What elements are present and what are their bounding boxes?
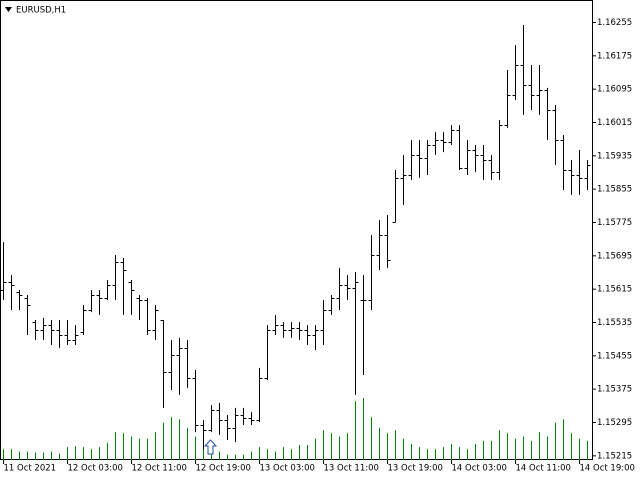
y-tick-label: 1.15855 <box>597 185 632 195</box>
x-tick-label: 13 Oct 19:00 <box>388 464 443 474</box>
y-tick-label: 1.16175 <box>597 51 632 61</box>
x-tick-label: 13 Oct 11:00 <box>324 464 379 474</box>
y-tick-label: 1.16015 <box>597 118 632 128</box>
y-tick-label: 1.15935 <box>597 151 632 161</box>
chart-title: EURUSD,H1 <box>16 6 66 16</box>
plot-frame <box>0 0 593 460</box>
x-tick-label: 13 Oct 03:00 <box>260 464 315 474</box>
y-tick-label: 1.15695 <box>597 251 632 261</box>
x-tick-label: 12 Oct 11:00 <box>132 464 187 474</box>
symbol-menu-arrow[interactable] <box>5 7 12 12</box>
x-tick-label: 12 Oct 03:00 <box>68 464 123 474</box>
y-tick-label: 1.16095 <box>597 85 632 95</box>
x-tick-label: 12 Oct 19:00 <box>196 464 251 474</box>
y-tick-label: 1.15615 <box>597 285 632 295</box>
x-tick-label: 14 Oct 11:00 <box>516 464 571 474</box>
x-tick-label: 11 Oct 2021 <box>4 464 57 474</box>
buy-arrow-signal <box>203 439 218 455</box>
y-tick-label: 1.15295 <box>597 418 632 428</box>
y-tick-label: 1.15775 <box>597 218 632 228</box>
y-tick-label: 1.15455 <box>597 351 632 361</box>
y-tick-label: 1.15535 <box>597 318 632 328</box>
y-tick-label: 1.15215 <box>597 451 632 461</box>
x-tick-label: 14 Oct 19:00 <box>580 464 635 474</box>
y-tick-label: 1.15375 <box>597 385 632 395</box>
x-tick-label: 14 Oct 03:00 <box>452 464 507 474</box>
y-tick-label: 1.16255 <box>597 18 632 28</box>
